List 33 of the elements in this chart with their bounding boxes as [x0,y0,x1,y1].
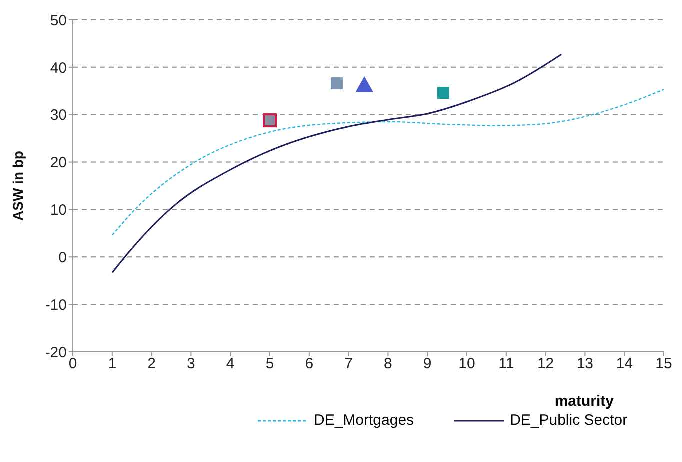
line-series [112,89,664,236]
point [330,78,343,90]
legend-label: DE_Mortgages [314,412,414,429]
x-tick-label: 1 [108,356,117,373]
y-tick-label: 50 [50,12,67,30]
x-tick-label: 12 [537,356,554,373]
y-tick-label: 40 [50,60,67,77]
y-tick-label: 20 [50,154,67,172]
y-tick-label: -10 [45,296,67,314]
x-tick-label: 7 [344,356,353,373]
x-tick-label: 4 [226,356,235,373]
y-axis-title: ASW in bp [10,151,26,221]
x-axis-title: maturity [554,393,614,410]
y-tick-label: 30 [50,107,67,124]
x-tick-label: 9 [423,356,432,373]
y-tick-label: -20 [45,344,67,362]
y-tick-label: 10 [50,202,67,220]
line-series [112,54,562,274]
point [356,76,374,92]
x-tick-label: 8 [384,356,392,373]
legend-label: DE_Public Sector [510,412,628,429]
x-tick-label: 10 [458,356,476,373]
x-tick-label: 11 [498,356,514,373]
x-tick-label: 14 [616,356,633,373]
x-tick-label: 2 [148,356,156,373]
point [437,87,450,100]
x-tick-label: 3 [187,356,196,373]
x-tick-label: 5 [266,356,274,373]
x-tick-label: 15 [656,356,672,373]
x-tick-label: 13 [576,356,594,373]
y-tick-label: 0 [58,249,67,266]
point [263,114,277,128]
x-tick-label: 6 [305,356,314,373]
